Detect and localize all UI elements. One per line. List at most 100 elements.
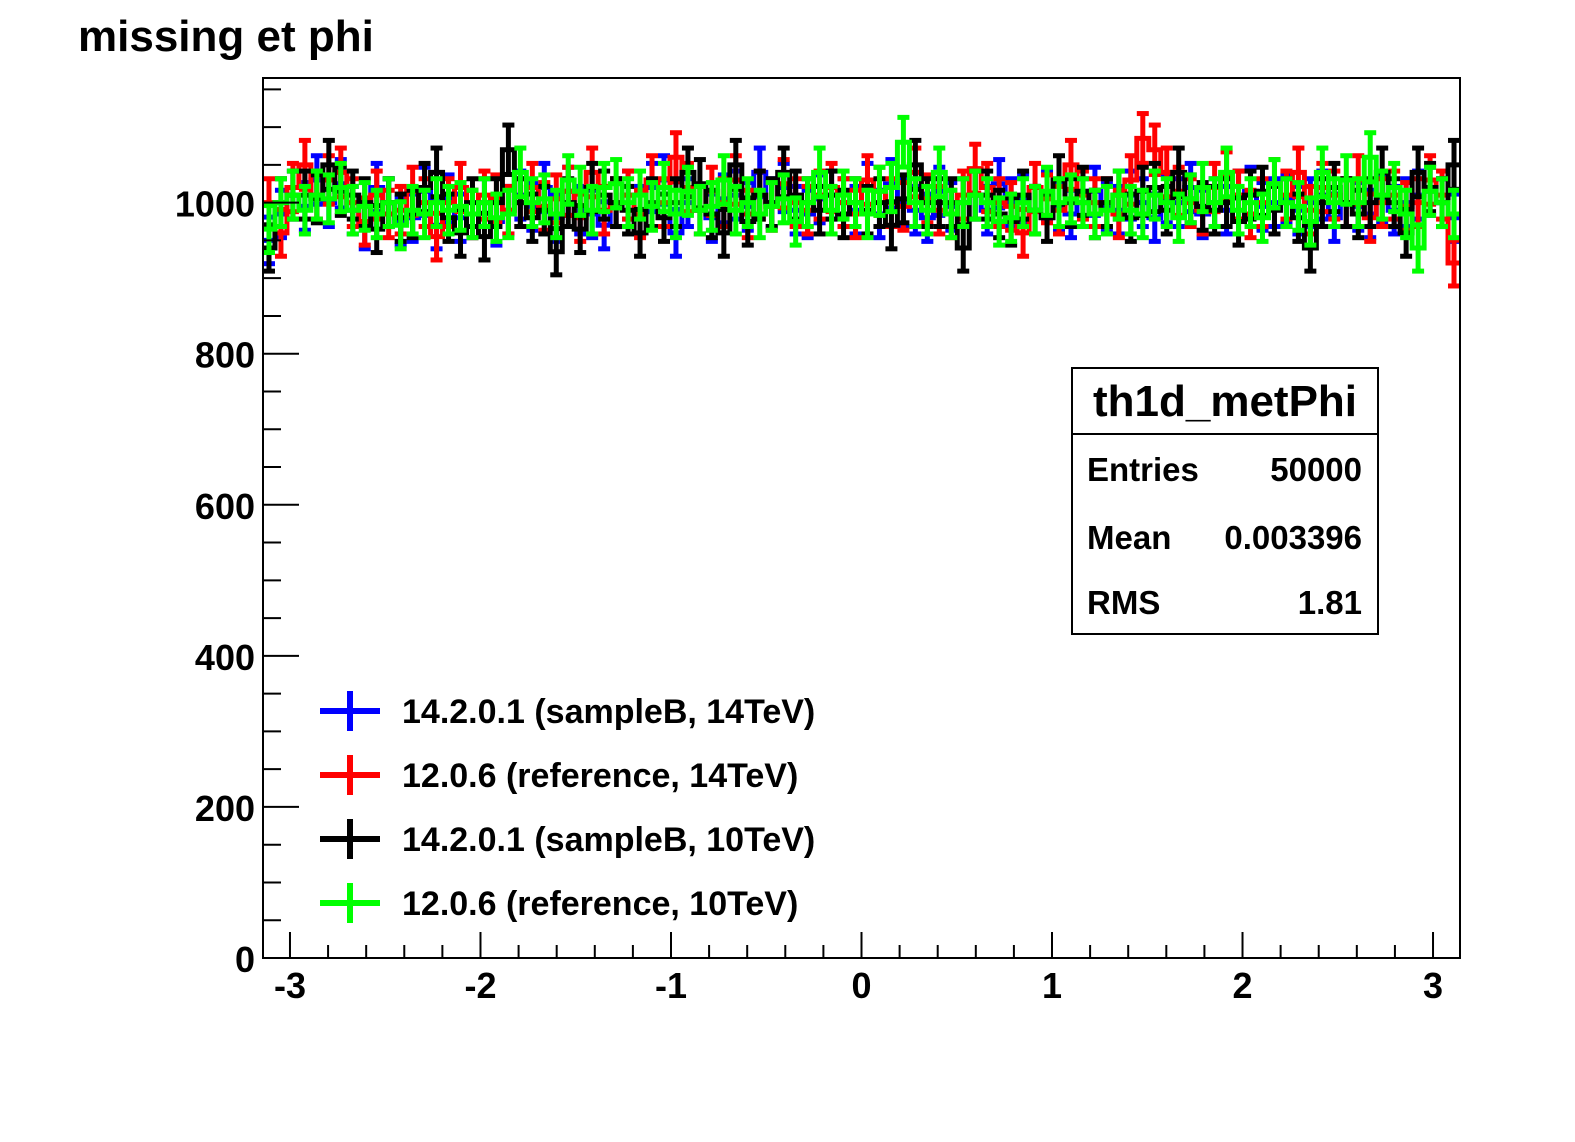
data-point — [634, 168, 647, 222]
data-point — [1208, 176, 1221, 230]
legend: 14.2.0.1 (sampleB, 14TeV) 12.0.6 (referen… — [320, 691, 815, 923]
data-point — [1256, 191, 1269, 244]
data-point — [262, 203, 275, 256]
data-point — [610, 157, 623, 211]
data-point — [370, 187, 383, 241]
data-point — [358, 180, 371, 233]
data-point — [1424, 164, 1437, 218]
data-point — [1076, 176, 1089, 230]
data-point — [765, 180, 778, 233]
x-tick-label: 3 — [1423, 965, 1443, 1006]
stats-mean-value: 0.003396 — [1224, 519, 1362, 556]
data-point — [813, 145, 826, 200]
data-point — [622, 176, 635, 230]
data-point — [1292, 180, 1305, 233]
data-point — [1029, 183, 1042, 237]
data-point — [909, 176, 922, 230]
data-point — [394, 199, 407, 252]
data-point — [1340, 153, 1353, 207]
x-tick-label: 1 — [1042, 965, 1062, 1006]
data-point — [1005, 191, 1018, 244]
data-point — [1364, 130, 1377, 185]
data-point — [669, 187, 682, 241]
y-tick-label: 600 — [195, 486, 255, 527]
data-point — [1112, 168, 1125, 222]
data-point — [1136, 187, 1149, 241]
data-point — [526, 176, 539, 230]
data-point — [825, 183, 838, 237]
stats-box-name: th1d_metPhi — [1093, 377, 1357, 426]
data-point — [478, 176, 491, 230]
legend-entry: 14.2.0.1 (sampleB, 14TeV) — [320, 691, 815, 731]
data-point — [969, 168, 982, 222]
data-point — [705, 180, 718, 233]
data-point — [514, 145, 527, 200]
data-point — [574, 164, 587, 218]
data-point — [334, 160, 347, 215]
data-point — [490, 191, 503, 244]
data-point — [1388, 160, 1401, 215]
data-point — [430, 176, 443, 230]
data-point — [1232, 183, 1245, 237]
x-tick-label: -2 — [464, 965, 496, 1006]
legend-label: 14.2.0.1 (sampleB, 10TeV) — [402, 821, 815, 859]
chart-title: missing et phi — [78, 12, 374, 61]
data-point — [1124, 183, 1137, 237]
data-point — [681, 164, 694, 218]
data-point — [1017, 176, 1030, 230]
data-point — [502, 187, 515, 241]
data-point — [1053, 176, 1066, 230]
y-tick-label: 400 — [195, 637, 255, 678]
data-point — [789, 195, 802, 248]
data-point — [1196, 160, 1209, 215]
data-point — [981, 176, 994, 230]
legend-label: 14.2.0.1 (sampleB, 14TeV) — [402, 693, 815, 731]
data-point — [646, 180, 659, 233]
data-point — [298, 183, 311, 237]
data-point — [1376, 168, 1389, 222]
stats-box-frame — [1071, 367, 1379, 635]
series-3 — [262, 114, 1461, 274]
data-point — [1328, 176, 1341, 230]
data-point — [933, 145, 946, 200]
data-point — [693, 183, 706, 237]
data-point — [1280, 176, 1293, 230]
legend-entry: 12.0.6 (reference, 14TeV) — [320, 755, 798, 795]
legend-label: 12.0.6 (reference, 14TeV) — [402, 757, 798, 795]
data-point — [562, 153, 575, 207]
data-point — [1064, 172, 1077, 226]
data-point — [1184, 172, 1197, 226]
data-point — [957, 176, 970, 230]
stats-rms-label: RMS — [1087, 584, 1160, 621]
data-point — [538, 172, 551, 226]
y-tick-label: 800 — [195, 335, 255, 376]
data-point — [849, 176, 862, 230]
data-point — [861, 187, 874, 241]
x-tick-label: -1 — [655, 965, 687, 1006]
data-point — [1160, 176, 1173, 230]
data-point — [1268, 157, 1281, 211]
data-point — [885, 160, 898, 215]
axes: 0 200 400 600 800 1000 -3 -2 -1 0 1 2 3 — [175, 77, 1461, 1006]
y-tick-label: 0 — [235, 939, 255, 980]
data-point — [466, 187, 479, 241]
x-tick-label: -3 — [274, 965, 306, 1006]
stats-box: th1d_metPhi Entries 50000 Mean 0.003396 … — [1071, 367, 1379, 635]
data-point — [741, 176, 754, 230]
legend-entry: 14.2.0.1 (sampleB, 10TeV) — [320, 819, 815, 859]
data-point — [729, 183, 742, 237]
data-point — [1220, 145, 1233, 200]
data-point — [406, 183, 419, 237]
data-point — [1136, 111, 1149, 166]
stats-entries-label: Entries — [1087, 451, 1199, 488]
data-point — [1041, 164, 1054, 218]
data-point — [286, 168, 299, 222]
data-point — [346, 183, 359, 237]
data-point — [921, 183, 934, 237]
data-point — [945, 187, 958, 241]
data-point — [657, 160, 670, 215]
data-point — [1304, 195, 1317, 248]
data-point — [382, 176, 395, 230]
data-point — [1172, 191, 1185, 244]
data-point — [1448, 187, 1461, 241]
